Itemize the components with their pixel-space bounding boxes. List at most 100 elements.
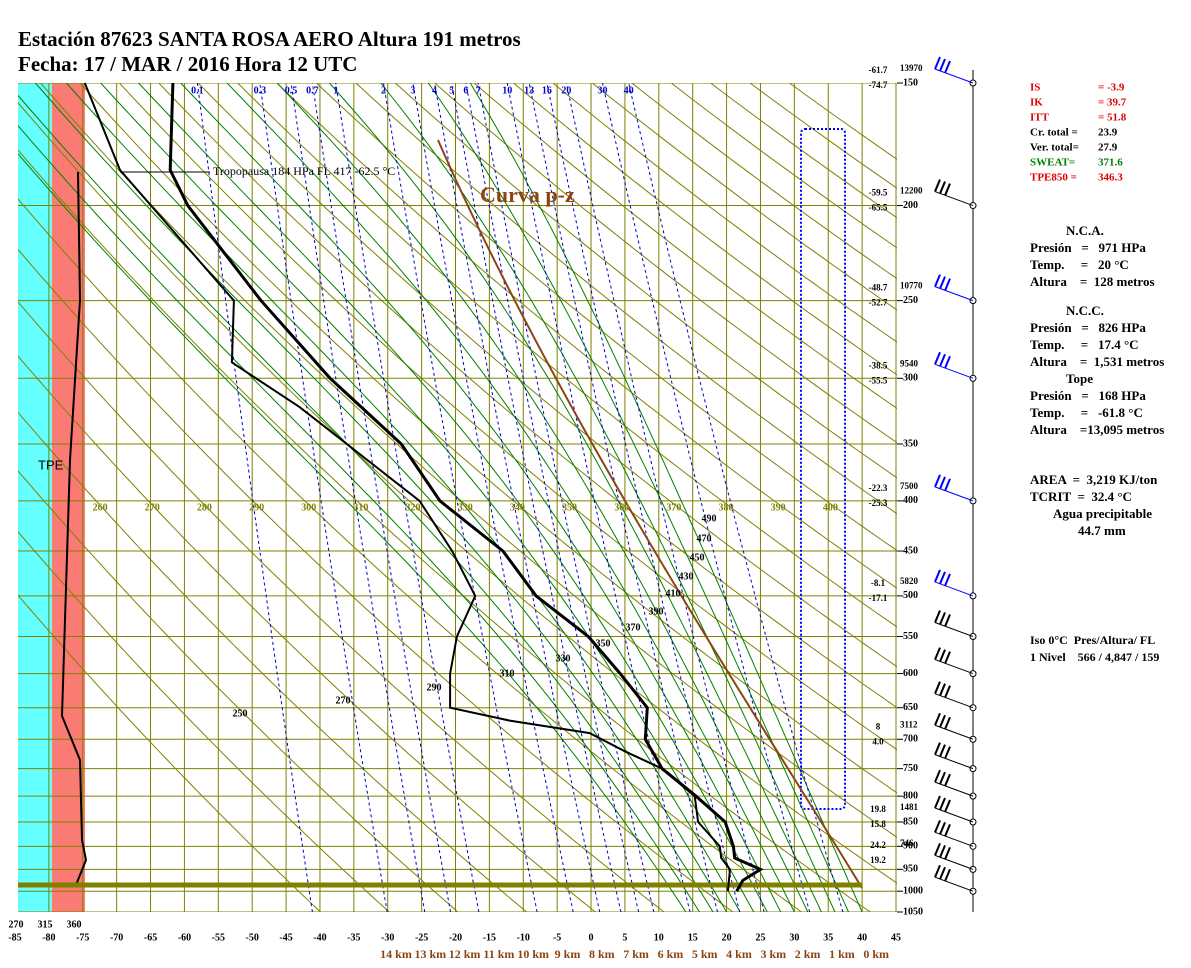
wind-barb (940, 867, 945, 879)
theta-e-label: 250 (233, 708, 248, 719)
x-tick-label: 10 (654, 932, 664, 943)
theta-label: 270 (145, 502, 160, 513)
level-temp: 19.8 (870, 804, 886, 814)
wind-barb (945, 686, 950, 698)
info-line: Temp. = -61.8 °C (1030, 405, 1143, 420)
x-tick-label: 20 (722, 932, 732, 943)
wind-barb (935, 475, 940, 487)
theta-label: 290 (249, 502, 264, 513)
wind-barb (935, 843, 940, 855)
wind-barb (935, 713, 940, 725)
wind-barb (945, 279, 950, 291)
mixing-ratio-label: 6 (463, 85, 468, 96)
theta-e-label: 410 (666, 588, 681, 599)
moist-adiabat (7, 83, 713, 912)
y-tick-label: 1050 (903, 906, 923, 917)
x-tick-label: 0 (589, 932, 594, 943)
wind-barb (940, 650, 945, 662)
wind-barb (935, 648, 940, 660)
level-temp: -61.7 (869, 65, 888, 75)
wind-barb (940, 354, 945, 366)
wind-barb (940, 822, 945, 834)
mixing-ratio-line (384, 83, 538, 912)
wind-barb (945, 61, 950, 73)
theta-label: 380 (719, 502, 734, 513)
mixing-ratio-label: 0.3 (254, 85, 267, 96)
index-value: = 51.8 (1098, 112, 1127, 124)
tpe-label: 360 (67, 919, 82, 930)
mixing-ratio-label: 16 (542, 85, 552, 96)
x-tick-label: -25 (415, 932, 428, 943)
mixing-ratio-label: 10 (502, 85, 512, 96)
km-label: 1 km (829, 947, 855, 961)
mixing-ratio-line (507, 83, 690, 912)
cyan-band (18, 83, 52, 912)
mixing-ratio-line (197, 83, 312, 912)
y-tick-label: 450 (903, 545, 918, 556)
theta-label: 320 (406, 502, 421, 513)
index-label: ITT (1030, 112, 1050, 124)
y-tick-label: 1000 (903, 886, 923, 897)
y-tick-label: 750 (903, 763, 918, 774)
dry-adiabat (0, 83, 664, 912)
theta-label: 360 (614, 502, 629, 513)
wind-barb (945, 574, 950, 586)
km-label: 13 km (414, 947, 446, 961)
km-label: 0 km (863, 947, 889, 961)
index-label: IS (1030, 82, 1040, 94)
wind-barb (935, 352, 940, 364)
theta-e-label: 430 (679, 571, 694, 582)
level-height: 9540 (900, 358, 919, 368)
level-temp: 8 (876, 721, 881, 731)
mixing-ratio-label: 1 (333, 85, 338, 96)
level-temp: -48.7 (869, 283, 888, 293)
wind-barb (935, 820, 940, 832)
x-tick-label: -65 (144, 932, 157, 943)
dry-adiabat (80, 83, 1076, 912)
y-tick-label: 800 (903, 790, 918, 801)
sounding-line (170, 83, 760, 891)
level-temp: -38.5 (869, 360, 888, 370)
level-height: 10770 (900, 281, 923, 291)
km-label: 5 km (692, 947, 718, 961)
x-tick-label: -75 (76, 932, 89, 943)
y-tick-label: 500 (903, 590, 918, 601)
wind-barb (945, 652, 950, 664)
theta-e-label: 490 (702, 513, 717, 524)
x-tick-label: 30 (789, 932, 799, 943)
km-label: 2 km (795, 947, 821, 961)
wind-barb (935, 770, 940, 782)
theta-e-label: 270 (336, 695, 351, 706)
theta-label: 330 (458, 502, 473, 513)
y-tick-label: 600 (903, 668, 918, 679)
y-tick-label: 550 (903, 631, 918, 642)
theta-e-label: 390 (649, 606, 664, 617)
mixing-ratio-line (478, 83, 654, 912)
wind-barbs (935, 57, 976, 894)
x-tick-label: 15 (688, 932, 698, 943)
km-label: 8 km (589, 947, 615, 961)
x-tick-label: 5 (622, 932, 627, 943)
wind-barb (945, 774, 950, 786)
level-temp: -59.5 (869, 188, 888, 198)
wind-barb (935, 57, 940, 69)
dry-adiabat (0, 83, 870, 912)
level-temp: -8.1 (871, 578, 886, 588)
mixing-ratio-label: 2 (381, 85, 386, 96)
cape-box (801, 129, 845, 809)
info-line: Agua precipitable (1053, 506, 1152, 521)
tropopause-label: Tropopausa 184 HPa FL 417 -62.5 °C (213, 164, 395, 178)
y-tick-label: 400 (903, 495, 918, 506)
y-tick-label: 950 (903, 864, 918, 875)
x-tick-label: -5 (553, 932, 561, 943)
tpe-title: TPE (38, 457, 64, 472)
km-label: 6 km (658, 947, 684, 961)
y-tick-label: 300 (903, 373, 918, 384)
theta-label: 300 (301, 502, 316, 513)
wind-barb (940, 715, 945, 727)
y-tick-label: 200 (903, 200, 918, 211)
theta-e-label: 330 (556, 653, 571, 664)
x-tick-label: -30 (381, 932, 394, 943)
wind-barb (940, 182, 945, 194)
info-line: N.C.A. (1066, 223, 1104, 238)
